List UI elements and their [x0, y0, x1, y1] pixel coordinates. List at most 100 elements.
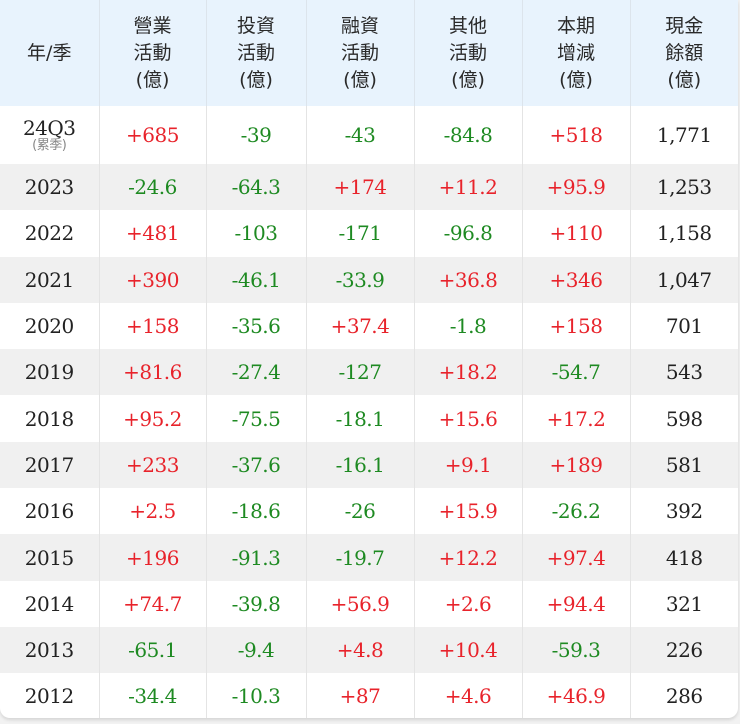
investing-cell: -64.3: [206, 164, 307, 211]
operating-cell: +2.5: [99, 488, 207, 535]
cash-balance-cell: 226: [630, 626, 738, 674]
period-cell: 2013: [0, 626, 100, 674]
period-cell: 2019: [0, 349, 100, 396]
column-header-text: 現金: [665, 14, 704, 37]
net-change-cell: +158: [522, 302, 631, 350]
period-cell: 2023: [0, 164, 100, 211]
period-cell: 24Q3 (累季): [0, 106, 100, 164]
column-header-text: (億): [667, 68, 702, 91]
period-label: 2020: [24, 314, 74, 339]
cash-balance-cell: 598: [665, 406, 703, 431]
operating-cell: +481: [99, 210, 207, 257]
operating-cell: +390: [99, 256, 207, 303]
other-cell: +9.1: [414, 441, 523, 489]
table-row: 2020 +158 -35.6 +37.4 -1.8 +158 701: [0, 302, 738, 350]
operating-cell: +685: [99, 106, 207, 164]
net-change-cell: +110: [522, 210, 631, 257]
financing-cell: -19.7: [306, 534, 415, 581]
period-label: 2013: [24, 638, 74, 663]
period-cell: 2018: [0, 395, 100, 442]
other-cell: -96.8: [414, 210, 523, 257]
table-row: 2021 +390 -46.1 -33.9 +36.8 +346 1,047: [0, 256, 738, 303]
net-change-cell: +346: [522, 256, 631, 303]
table-row: 2019 +81.6 -27.4 -127 +18.2 -54.7 543: [0, 349, 738, 396]
column-header-investing[interactable]: 投資 活動 (億): [206, 0, 307, 106]
column-header-text: 營業: [133, 14, 172, 37]
cash-balance-cell: 1,158: [656, 221, 712, 246]
other-cell: +36.8: [414, 256, 523, 303]
operating-cell: -34.4: [99, 673, 207, 718]
column-header-cash-balance[interactable]: 現金餘額 (億): [630, 0, 738, 106]
cash-balance-cell: 581: [630, 441, 738, 489]
column-header-text: 餘額: [665, 41, 704, 64]
period-label: 2017: [24, 452, 74, 477]
financing-cell: -18.1: [306, 395, 415, 442]
table-row: 2014 +74.7 -39.8 +56.9 +2.6 +94.4 321: [0, 580, 738, 627]
investing-cell: -75.5: [206, 395, 307, 442]
table-row: 2017 +233 -37.6 -16.1 +9.1 +189 581: [0, 441, 738, 489]
financing-cell: +56.9: [306, 580, 415, 627]
other-cell: +18.2: [414, 349, 523, 396]
other-cell: -84.8: [414, 106, 523, 164]
investing-cell: -37.6: [206, 441, 307, 489]
financing-cell: +4.8: [306, 626, 415, 674]
column-header-period[interactable]: 年/季: [0, 0, 100, 106]
financing-cell: -171: [306, 210, 415, 257]
operating-cell: +81.6: [99, 349, 207, 396]
financing-cell: -127: [306, 349, 415, 396]
column-header-net-change[interactable]: 本期 增減 (億): [522, 0, 631, 106]
table-row: 2013 -65.1 -9.4 +4.8 +10.4 -59.3 226: [0, 626, 738, 674]
column-header-text: (億): [343, 68, 377, 91]
period-label: 24Q3: [22, 116, 76, 140]
net-change-cell: -54.7: [522, 349, 631, 396]
cash-balance-cell: 543: [630, 349, 738, 396]
financing-cell: -16.1: [306, 441, 415, 489]
cash-balance-cell: 1,047: [630, 256, 738, 303]
table-row: 2015 +196 -91.3 -19.7 +12.2 +97.4 418: [0, 534, 738, 581]
period-cell: 2016: [0, 488, 100, 535]
net-change-cell: +46.9: [522, 673, 631, 718]
period-label: 2014: [24, 591, 74, 616]
investing-cell: -18.6: [206, 488, 307, 535]
other-cell: +15.9: [414, 488, 523, 535]
column-header-financing[interactable]: 融資 活動 (億): [306, 0, 415, 106]
other-cell: +10.4: [414, 626, 523, 674]
period-cell: 2017: [0, 441, 100, 489]
column-header-text: (億): [239, 68, 273, 91]
period-cell: 2014: [0, 580, 100, 627]
table-row: 2012 -34.4 -10.3 +87 +4.6 +46.9 286: [0, 673, 738, 718]
net-change-cell: +17.2: [522, 395, 631, 442]
table-header: 年/季 營業 活動 (億) 投資 活動 (億) 融資 活動 (億) 其他 活動 (億) 本期 增減 (億) 現金…: [0, 0, 738, 106]
column-header-text: 活動: [133, 41, 172, 64]
cash-balance-cell: 418: [630, 534, 738, 581]
period-cell: 2022: [0, 210, 100, 257]
table-body: 24Q3 (累季) +685 -39 -43 -84.8 +518 1,771 2023 -24.…: [0, 106, 738, 718]
net-change-cell: +189: [522, 441, 631, 489]
investing-cell: -27.4: [206, 349, 307, 396]
cash-balance-cell: 701: [665, 314, 703, 339]
investing-cell: -39: [206, 106, 307, 164]
other-cell: +15.6: [414, 395, 523, 442]
net-change-cell: -26.2: [522, 488, 631, 535]
period-label: 2018: [24, 406, 74, 431]
net-change-cell: -59.3: [522, 626, 631, 674]
table-row: 2023 -24.6 -64.3 +174 +11.2 +95.9 1,253: [0, 164, 738, 211]
investing-cell: -10.3: [206, 673, 307, 718]
investing-cell: -91.3: [206, 534, 307, 581]
period-cell: 2020: [0, 302, 100, 350]
period-cell: 2012: [0, 673, 100, 718]
period-label: 2016: [24, 499, 74, 524]
column-header-text: 本期: [556, 14, 595, 37]
column-header-text: 其他: [448, 14, 487, 37]
investing-cell: -46.1: [206, 256, 307, 303]
cash-balance-cell: 1,771: [656, 123, 712, 147]
investing-cell: -9.4: [206, 626, 307, 674]
column-header-other[interactable]: 其他 活動 (億): [414, 0, 523, 106]
period-label: 2012: [24, 684, 74, 709]
column-header-operating[interactable]: 營業 活動 (億): [99, 0, 207, 106]
column-header-text: 投資: [236, 14, 275, 37]
cash-balance-cell: 392: [665, 499, 703, 524]
table-row: 24Q3 (累季) +685 -39 -43 -84.8 +518 1,771: [0, 106, 738, 164]
other-cell: +11.2: [414, 164, 523, 211]
